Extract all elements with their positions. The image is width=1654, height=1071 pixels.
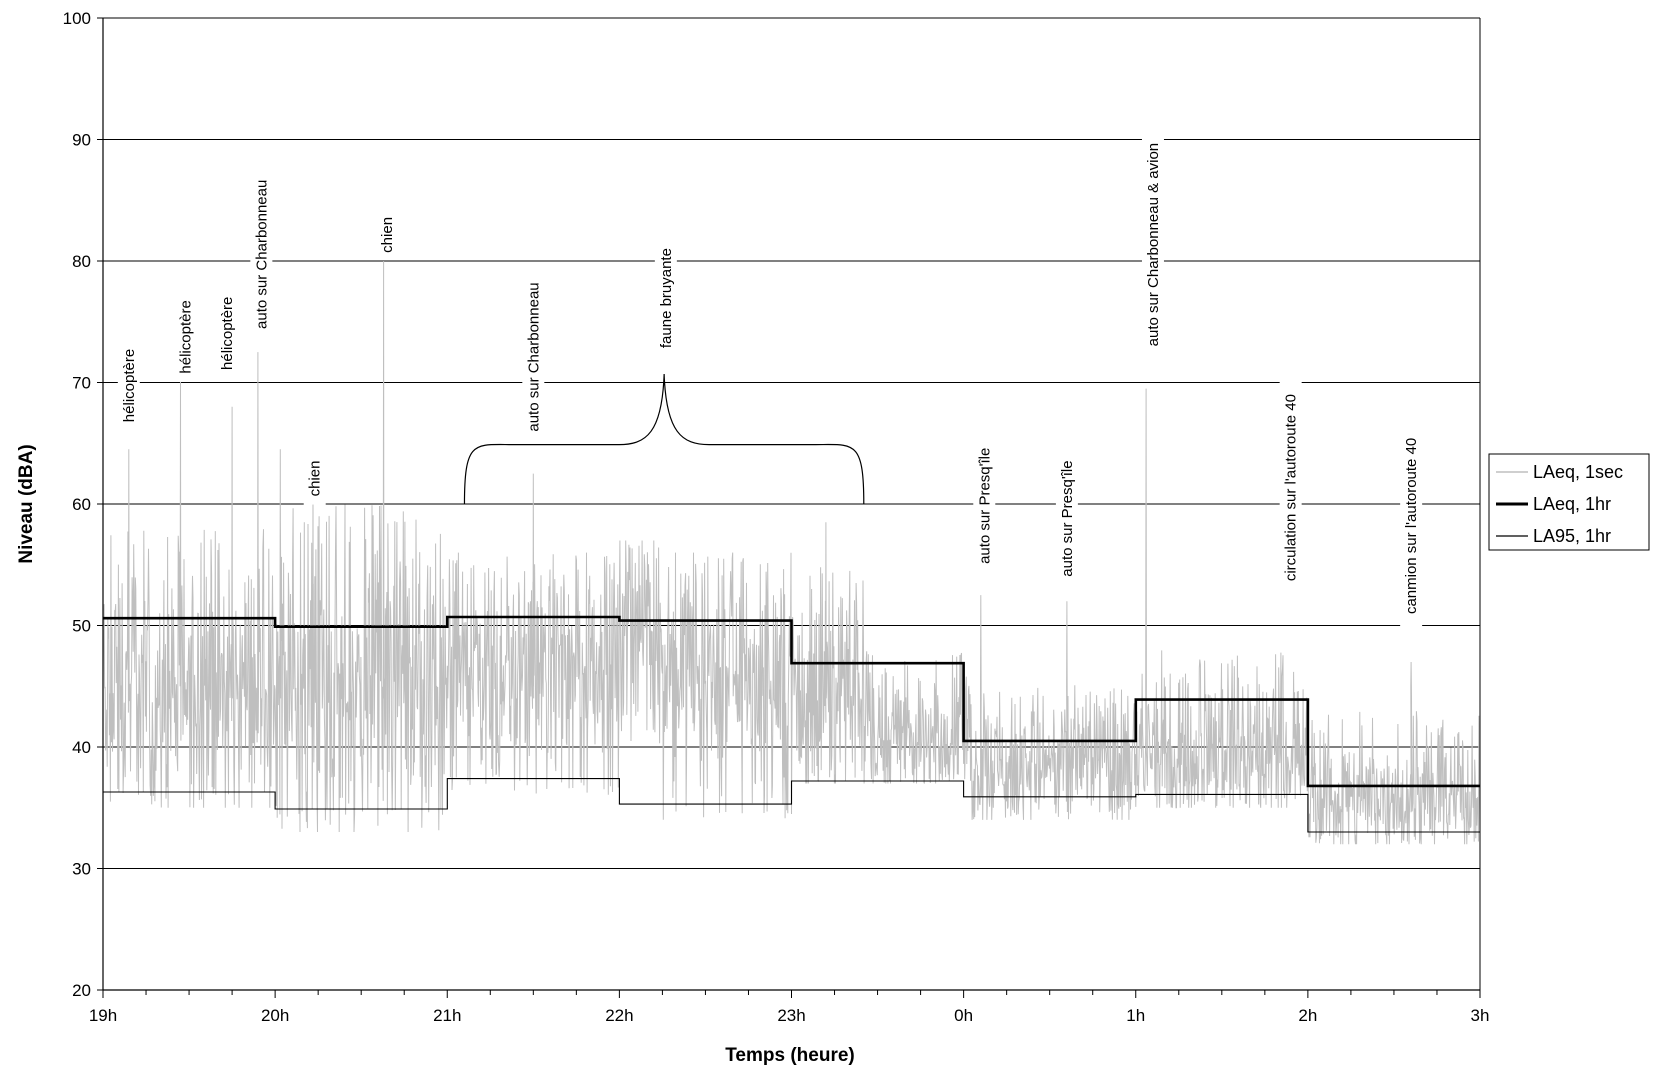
annotation-label-7: faune bruyante <box>658 248 675 348</box>
annotations: hélicoptère hélicoptère hélicoptère auto su… <box>117 126 1423 636</box>
annotation-label-6: auto sur Charbonneau <box>525 282 542 431</box>
x-tick-label-0: 19h <box>89 1006 117 1025</box>
legend-label-laeq-1hr: LAeq, 1hr <box>1533 494 1611 514</box>
annotation-label-9: auto sur Presq'île <box>1059 460 1076 576</box>
annotation-bg <box>1141 126 1164 363</box>
annotation-label-8: auto sur Presq'île <box>976 448 993 564</box>
axes: 20 30 40 50 60 70 80 90 100 19h 20h 21h 22h 23h 0h 1h 2h… <box>63 9 1490 1025</box>
y-tick-label-8: 100 <box>63 9 91 28</box>
y-tick-label-4: 60 <box>72 495 91 514</box>
annotation-label-3: auto sur Charbonneau <box>253 180 270 329</box>
x-tick-label-8: 3h <box>1471 1006 1490 1025</box>
x-tick-label-2: 21h <box>433 1006 461 1025</box>
x-tick-label-5: 0h <box>954 1006 973 1025</box>
x-tick-label-1: 20h <box>261 1006 289 1025</box>
series-laeq-1sec-line <box>102 260 1481 845</box>
annotation-bg <box>215 288 238 379</box>
annotation-label-4: chien <box>307 461 324 497</box>
legend-label-la95-1hr: LA95, 1hr <box>1533 526 1611 546</box>
annotation-bg <box>522 270 545 444</box>
annotation-label-1: hélicoptère <box>178 300 195 373</box>
annotation-label-0: hélicoptère <box>121 349 138 422</box>
y-tick-label-2: 40 <box>72 738 91 757</box>
annotation-bg <box>303 452 326 505</box>
annotation-bg <box>1400 415 1423 636</box>
x-tick-label-4: 23h <box>777 1006 805 1025</box>
annotation-label-12: canmion sur l'autoroute 40 <box>1403 438 1420 614</box>
series-laeq-1hr-line <box>103 615 1480 788</box>
annotation-brace <box>463 373 865 505</box>
y-tick-label-0: 20 <box>72 981 91 1000</box>
series-la95-1hr-line <box>103 778 1480 833</box>
series-laeq-1hr <box>103 615 1480 788</box>
annotation-bg <box>250 166 273 342</box>
legend-label-laeq-1sec: LAeq, 1sec <box>1533 462 1623 482</box>
annotation-bg <box>973 440 996 572</box>
annotation-label-2: hélicoptère <box>219 297 236 370</box>
y-axis-title: Niveau (dBA) <box>16 444 37 563</box>
annotation-label-10: auto sur Charbonneau & avion <box>1145 143 1162 346</box>
y-tick-label-7: 90 <box>72 131 91 150</box>
y-tick-label-3: 50 <box>72 617 91 636</box>
y-tick-label-1: 30 <box>72 860 91 879</box>
legend: LAeq, 1sec LAeq, 1hr LA95, 1hr <box>1488 453 1650 551</box>
y-tick-label-5: 70 <box>72 374 91 393</box>
annotation-bg <box>117 339 140 432</box>
annotation-label-11: circulation sur l'autoroute 40 <box>1283 394 1300 581</box>
x-tick-label-6: 1h <box>1126 1006 1145 1025</box>
x-tick-label-7: 2h <box>1298 1006 1317 1025</box>
x-tick-label-3: 22h <box>605 1006 633 1025</box>
annotation-bg <box>1055 452 1078 585</box>
annotation-bg <box>1279 367 1302 608</box>
annotation-bg <box>376 209 399 261</box>
annotation-bg <box>654 237 677 359</box>
annotation-label-5: chien <box>379 217 396 253</box>
annotation-bg <box>174 292 197 382</box>
y-tick-label-6: 80 <box>72 252 91 271</box>
series-laeq-1sec <box>102 260 1481 845</box>
series-la95-1hr <box>103 778 1480 833</box>
x-axis-title: Temps (heure) <box>725 1045 855 1066</box>
legend-box <box>1488 453 1650 551</box>
